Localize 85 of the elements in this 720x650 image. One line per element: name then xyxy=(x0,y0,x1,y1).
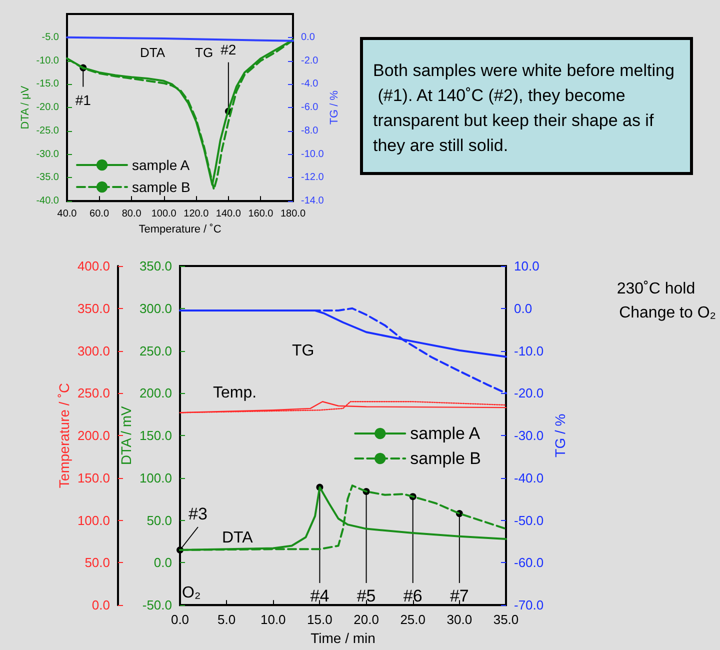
x-tick-label: 60.0 xyxy=(90,208,110,220)
x-tick-label: 80.0 xyxy=(122,208,142,220)
y2-tick-label: -2.0 xyxy=(301,55,319,66)
y2-tick-label: -20.0 xyxy=(514,386,544,401)
y2-tick-label: 10.0 xyxy=(514,258,540,274)
y2-tick-label: -8.0 xyxy=(301,125,319,136)
legend-label: sample B xyxy=(410,449,482,468)
annotation: #5 xyxy=(356,586,376,606)
x-tick-label: 5.0 xyxy=(218,612,236,628)
y3-tick-label: 350.0 xyxy=(77,300,110,316)
y-tick-label: 150.0 xyxy=(139,428,172,444)
y-tick-label: -10.0 xyxy=(36,55,60,66)
y3-tick-label: 250.0 xyxy=(77,386,110,401)
y2-tick-label: -60.0 xyxy=(514,555,544,570)
annotation: #3 xyxy=(188,504,208,524)
y-axis-title: DTA / mV xyxy=(118,405,134,465)
y2-tick-label: 0.0 xyxy=(301,32,316,43)
y2-tick-label: -14.0 xyxy=(301,196,324,207)
y3-tick-label: 200.0 xyxy=(77,428,110,444)
x-axis-title: Temperature / ˚C xyxy=(138,224,222,236)
y3-tick-label: 0.0 xyxy=(92,598,110,613)
text: Both samples were white before melting (#1). At 140˚C (#2), they become transparent but keep their shape as if they are still solid. xyxy=(373,61,674,155)
x-tick-label: 10.0 xyxy=(260,612,286,628)
annotation: TG xyxy=(195,45,214,60)
y3-tick-label: 50.0 xyxy=(84,555,110,570)
x-tick-label: 30.0 xyxy=(446,612,472,628)
x-tick-label: 40.0 xyxy=(57,208,78,220)
y-tick-label: -15.0 xyxy=(36,78,60,90)
y2-tick-label: -10.0 xyxy=(514,343,544,358)
legend-label: sample A xyxy=(132,157,190,173)
y-tick-label: -50.0 xyxy=(142,598,172,613)
x-tick-label: 180.0 xyxy=(280,208,306,220)
y-tick-label: -5.0 xyxy=(42,32,60,43)
text: Change to O₂ xyxy=(619,304,716,322)
x-tick-label: 120.0 xyxy=(184,208,210,220)
y2-tick-label: -50.0 xyxy=(514,512,544,528)
annotation: #2 xyxy=(220,41,236,58)
y2-tick-label: -12.0 xyxy=(301,172,324,184)
y3-tick-label: 150.0 xyxy=(77,470,110,486)
annotation: O₂ xyxy=(182,584,201,602)
legend-label: sample B xyxy=(132,179,190,195)
y2-axis-title: TG / % xyxy=(552,414,568,458)
y-axis-title: DTA / μV xyxy=(20,85,32,130)
x-tick-label: 0.0 xyxy=(170,612,190,628)
y3-tick-label: 400.0 xyxy=(77,258,110,274)
y2-tick-label: -30.0 xyxy=(514,428,544,444)
y-tick-label: 200.0 xyxy=(139,386,172,401)
y-tick-label: -35.0 xyxy=(36,172,60,184)
y-tick-label: 350.0 xyxy=(139,258,172,274)
y-tick-label: 300.0 xyxy=(139,300,172,316)
y-tick-label: -40.0 xyxy=(36,196,60,207)
y-tick-label: 50.0 xyxy=(146,512,172,528)
x-tick-label: 25.0 xyxy=(400,612,426,628)
y2-tick-label: 0.0 xyxy=(514,300,532,316)
y3-axis-title: Temperature / ˚C xyxy=(56,383,72,488)
y3-tick-label: 300.0 xyxy=(77,343,110,358)
y-tick-label: 250.0 xyxy=(139,343,172,358)
x-tick-label: 20.0 xyxy=(354,612,379,628)
annotation: DTA xyxy=(222,530,254,546)
x-tick-label: 160.0 xyxy=(248,208,274,220)
y2-tick-label: -6.0 xyxy=(301,102,319,114)
annotation: #4 xyxy=(310,586,330,606)
y-tick-label: 0.0 xyxy=(154,555,172,570)
y2-tick-label: -40.0 xyxy=(514,470,544,486)
annotation: #1 xyxy=(75,92,92,108)
annotation: Temp. xyxy=(213,384,257,402)
x-tick-label: 35.0 xyxy=(493,612,519,628)
x-tick-label: 140.0 xyxy=(216,208,242,220)
text: 230˚C hold xyxy=(616,280,696,298)
y2-tick-label: -10.0 xyxy=(301,148,324,160)
annotation: TG xyxy=(292,342,314,360)
legend-label: sample A xyxy=(410,424,481,443)
x-axis-title: Time / min xyxy=(310,630,376,646)
annotation: #6 xyxy=(403,586,422,606)
y-tick-label: -20.0 xyxy=(36,102,60,114)
y2-tick-label: -70.0 xyxy=(514,598,544,613)
y2-tick-label: -4.0 xyxy=(301,78,319,90)
y-tick-label: -25.0 xyxy=(36,125,60,136)
x-tick-label: 15.0 xyxy=(307,612,332,628)
y-tick-label: -30.0 xyxy=(36,148,60,160)
annotation: #7 xyxy=(450,586,469,606)
annotation: DTA xyxy=(140,45,166,60)
y-tick-label: 100.0 xyxy=(139,470,172,486)
y3-tick-label: 100.0 xyxy=(77,512,110,528)
y2-axis-title: TG / % xyxy=(328,90,340,125)
